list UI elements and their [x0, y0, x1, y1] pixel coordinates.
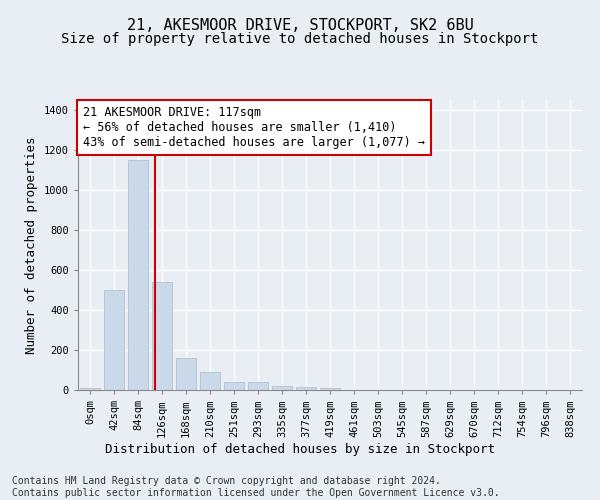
Bar: [104, 290, 124, 390]
Bar: [200, 372, 220, 390]
Bar: [128, 160, 148, 390]
Text: 21, AKESMOOR DRIVE, STOCKPORT, SK2 6BU: 21, AKESMOOR DRIVE, STOCKPORT, SK2 6BU: [127, 18, 473, 32]
Bar: [296, 387, 316, 390]
Bar: [80, 388, 100, 390]
Bar: [248, 382, 268, 390]
Bar: [224, 382, 244, 390]
Text: Size of property relative to detached houses in Stockport: Size of property relative to detached ho…: [61, 32, 539, 46]
Text: Distribution of detached houses by size in Stockport: Distribution of detached houses by size …: [105, 442, 495, 456]
Bar: [176, 358, 196, 390]
Y-axis label: Number of detached properties: Number of detached properties: [25, 136, 38, 354]
Bar: [272, 386, 292, 390]
Text: 21 AKESMOOR DRIVE: 117sqm
← 56% of detached houses are smaller (1,410)
43% of se: 21 AKESMOOR DRIVE: 117sqm ← 56% of detac…: [83, 106, 425, 149]
Bar: [152, 282, 172, 390]
Text: Contains HM Land Registry data © Crown copyright and database right 2024.
Contai: Contains HM Land Registry data © Crown c…: [12, 476, 500, 498]
Bar: [320, 388, 340, 390]
